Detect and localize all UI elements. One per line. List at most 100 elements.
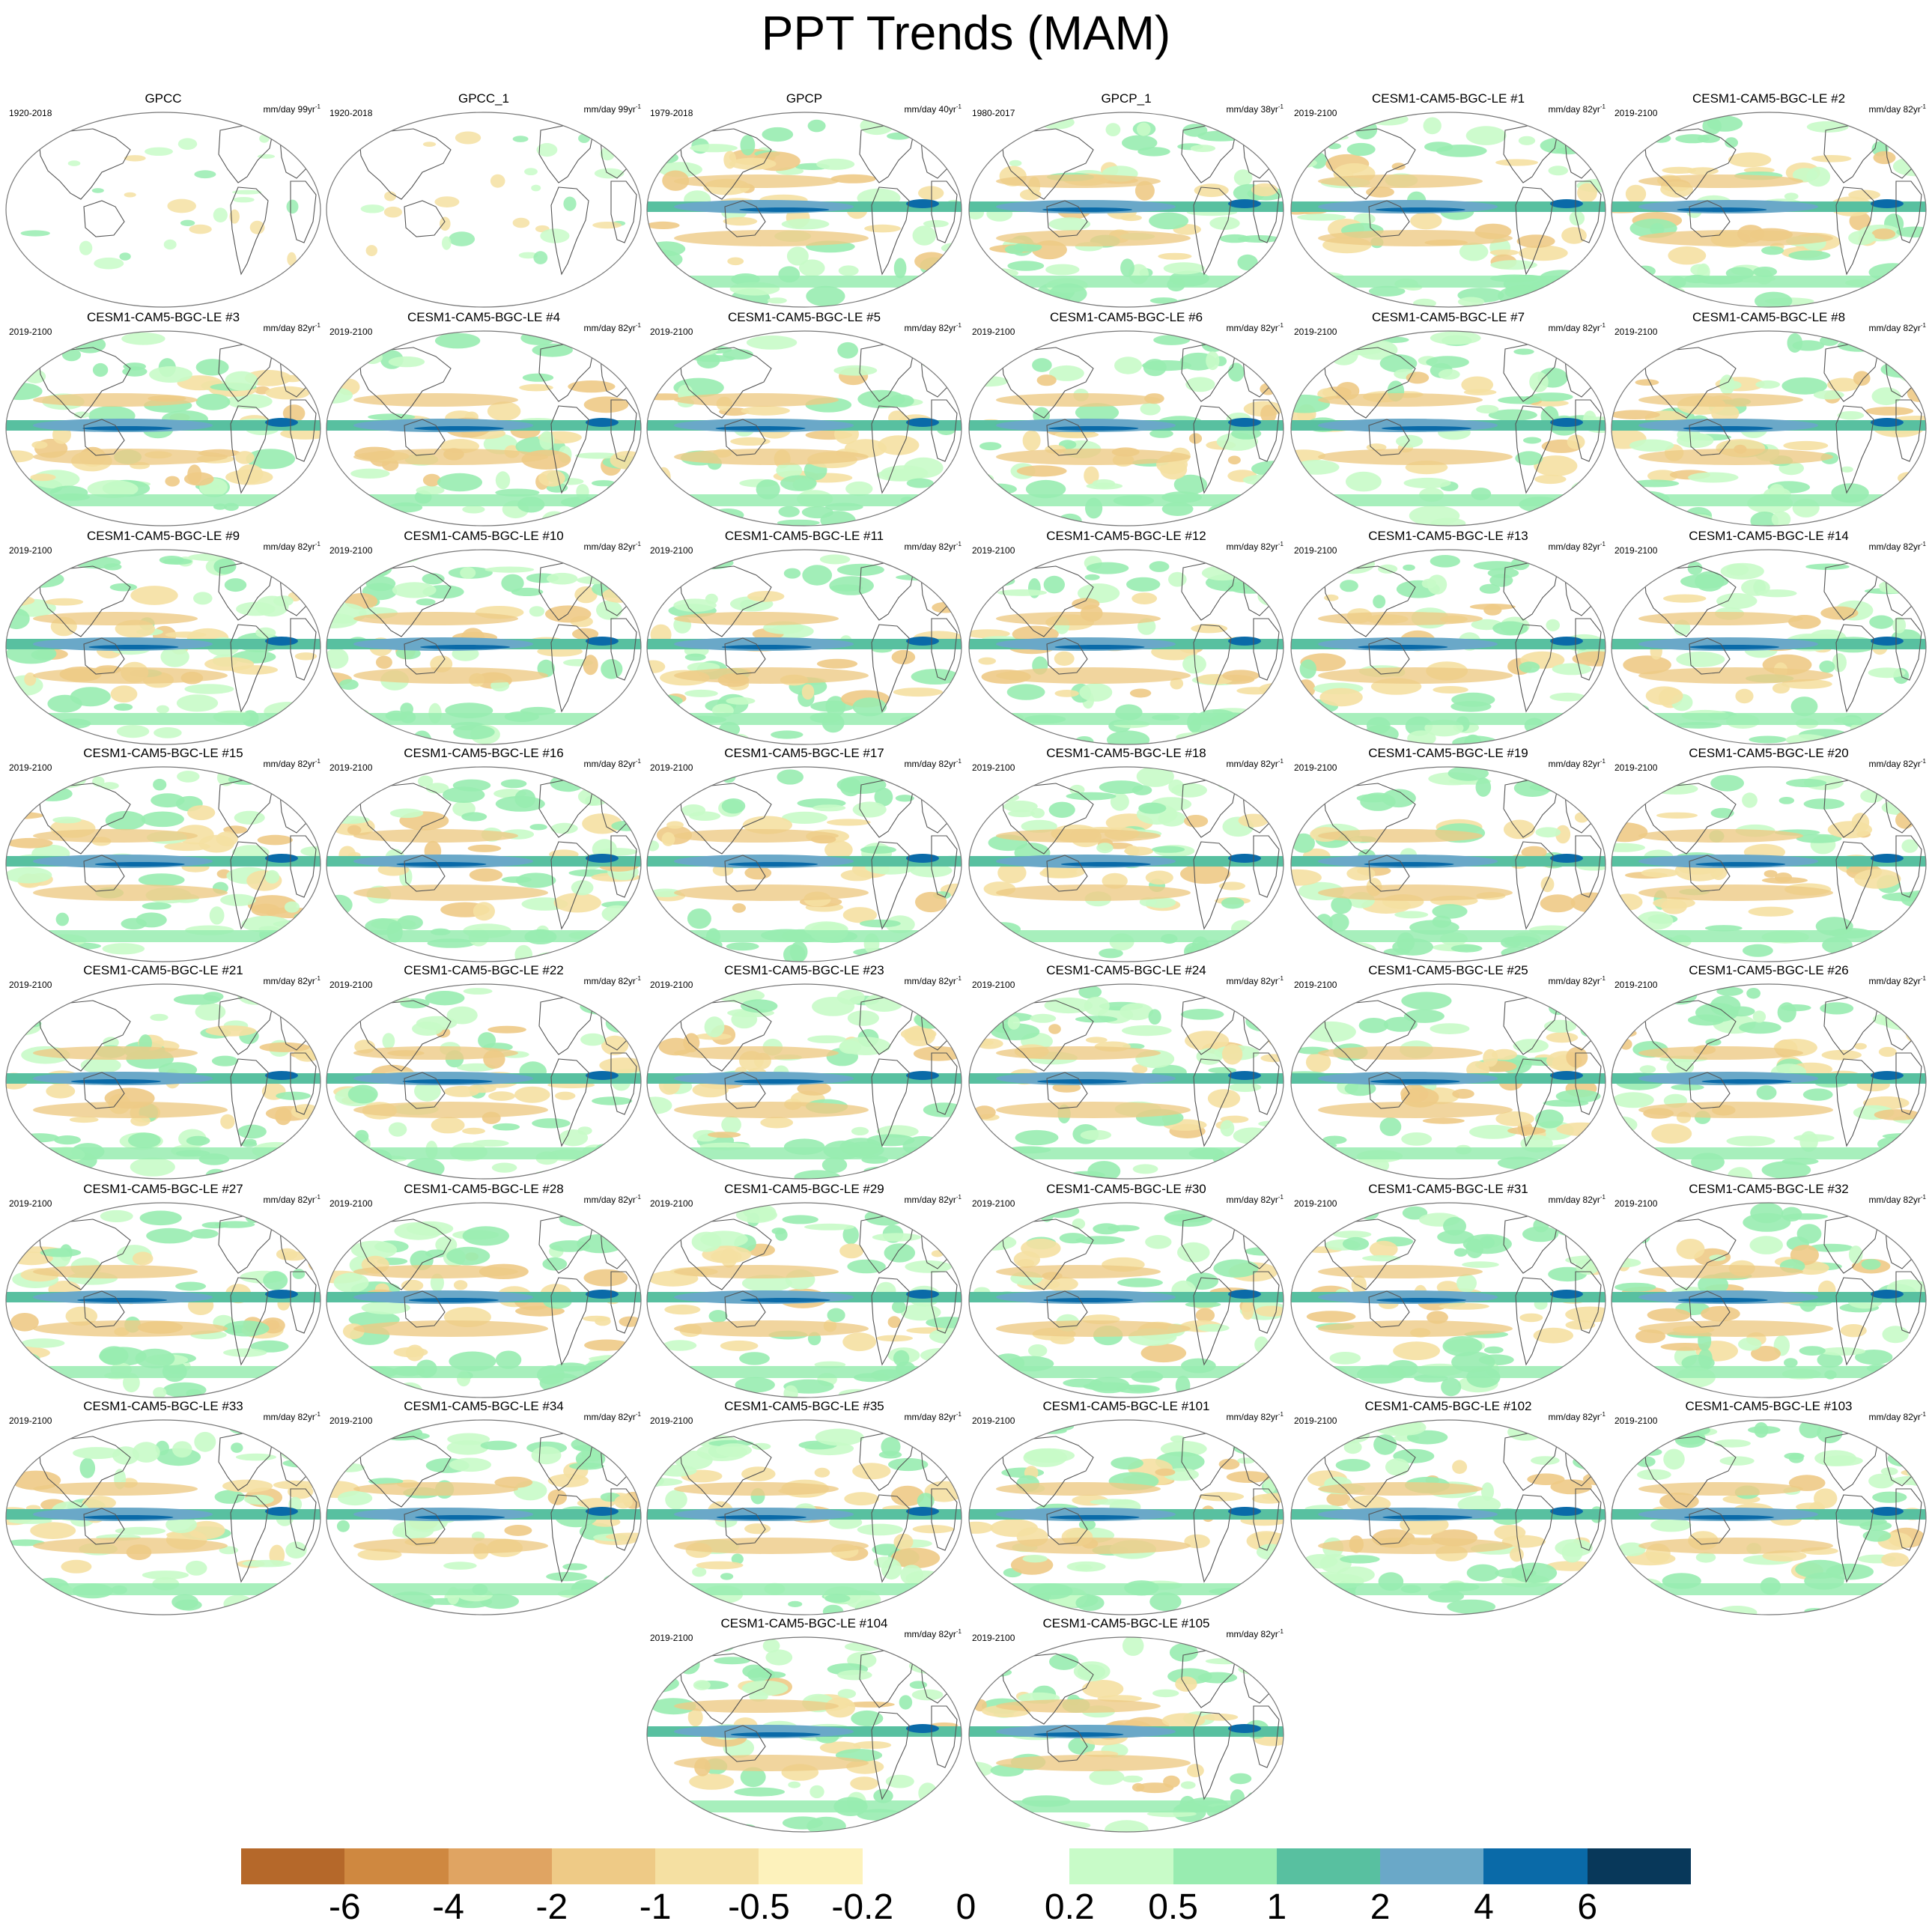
trend-patch — [250, 1340, 289, 1353]
southern-band — [647, 276, 962, 288]
trend-patch — [232, 845, 270, 860]
trend-patch — [1016, 465, 1067, 477]
map-frame — [5, 1202, 321, 1398]
trend-patch — [1170, 677, 1184, 690]
map-frame — [646, 1419, 962, 1615]
map-frame — [968, 1419, 1284, 1615]
panel-title: CESM1-CAM5-BGC-LE #22 — [404, 963, 564, 977]
atlantic-max — [265, 854, 298, 863]
trend-patch — [1465, 1238, 1484, 1258]
trend-patch — [847, 1010, 879, 1026]
trend-patch — [1871, 387, 1901, 406]
dry-band-north — [353, 829, 518, 843]
panel-units: mm/day 82yr-1 — [904, 1194, 962, 1205]
trend-patch — [6, 1159, 37, 1170]
coastline — [871, 624, 910, 713]
trend-patch — [442, 236, 452, 250]
trend-patch — [383, 206, 402, 218]
trend-patch — [283, 1210, 321, 1225]
trend-patch — [1233, 169, 1253, 186]
trend-patch — [1208, 1066, 1237, 1074]
trend-patch — [1567, 1588, 1606, 1599]
trend-patch — [531, 1446, 562, 1465]
trend-patch — [326, 1161, 359, 1171]
dry-band-south — [674, 449, 869, 465]
dry-band-south — [1318, 667, 1513, 684]
trend-patch — [969, 948, 994, 962]
trend-patch — [1003, 801, 1038, 813]
trend-patch — [1535, 1109, 1564, 1129]
map-frame — [1611, 549, 1927, 745]
coastline — [290, 618, 317, 681]
coastline — [1323, 1000, 1416, 1072]
trend-patch — [270, 1592, 294, 1611]
trend-patch — [1344, 1081, 1376, 1096]
trend-patch — [1260, 1824, 1284, 1832]
trend-patch — [381, 550, 421, 563]
trend-patch — [1149, 1592, 1182, 1612]
trend-patch — [1795, 1559, 1846, 1579]
map-panel: CESM1-CAM5-BGC-LE #10 2019-2100 mm/day 82y… — [323, 529, 644, 746]
trend-patch — [1534, 474, 1567, 485]
trend-patch — [350, 1240, 398, 1260]
trend-patch — [1297, 213, 1346, 221]
panel-title: CESM1-CAM5-BGC-LE #17 — [724, 746, 884, 760]
map-frame — [968, 1202, 1284, 1398]
panel-units: mm/day 40yr-1 — [904, 103, 962, 115]
map-panel: CESM1-CAM5-BGC-LE #30 2019-2100 mm/day 82y… — [966, 1182, 1287, 1399]
trend-patch — [24, 711, 46, 723]
trend-patch — [647, 775, 658, 788]
coastline — [404, 1508, 446, 1545]
dry-band-north — [674, 393, 839, 407]
trend-patch — [649, 1581, 692, 1602]
coastline — [1835, 405, 1874, 494]
map-frame — [326, 112, 642, 308]
panel-period: 2019-2100 — [1614, 980, 1658, 990]
trend-patch — [1122, 1637, 1144, 1657]
trend-patch — [1175, 298, 1220, 307]
trend-patch — [1257, 1785, 1277, 1804]
trend-patch — [816, 158, 855, 170]
trend-patch — [1128, 1386, 1158, 1392]
trend-patch — [1197, 130, 1245, 142]
trend-patch — [1660, 1343, 1710, 1351]
trend-patch — [17, 502, 37, 510]
trend-patch — [874, 1556, 897, 1568]
trend-patch — [1184, 942, 1203, 961]
trend-patch — [425, 991, 465, 1006]
southern-band — [647, 1147, 962, 1159]
coastline — [550, 1058, 589, 1147]
trend-patch — [422, 473, 441, 487]
coastline — [404, 1072, 446, 1109]
trend-patch — [1080, 1129, 1112, 1141]
coastline — [931, 618, 958, 681]
trend-patch — [224, 578, 247, 592]
coastline — [1644, 783, 1737, 855]
equatorial-max — [77, 1298, 168, 1302]
equatorial-max — [70, 1079, 161, 1084]
trend-patch — [1022, 1555, 1048, 1563]
trend-patch — [614, 1495, 633, 1509]
map-canvas — [5, 330, 321, 526]
panel-units: mm/day 99yr-1 — [263, 103, 321, 115]
trend-patch — [1423, 117, 1442, 135]
trend-patch — [1366, 186, 1394, 198]
map-frame — [326, 1419, 642, 1615]
trend-patch — [6, 718, 45, 730]
trend-patch — [1488, 409, 1537, 421]
coastline — [1835, 186, 1874, 276]
trend-patch — [336, 1520, 350, 1532]
trend-patch — [1782, 1213, 1828, 1220]
trend-patch — [839, 1243, 864, 1259]
equatorial-max — [1683, 426, 1773, 431]
coastline — [679, 128, 772, 200]
panel-period: 2019-2100 — [650, 1415, 693, 1426]
panel-title: CESM1-CAM5-BGC-LE #3 — [86, 310, 240, 324]
dry-band-south — [674, 1538, 869, 1554]
colorbar-box — [1483, 1848, 1588, 1884]
map-panel: CESM1-CAM5-BGC-LE #2 2019-2100 mm/day 82yr… — [1609, 91, 1929, 309]
trend-patch — [1588, 574, 1606, 589]
trend-patch — [1778, 797, 1794, 804]
coastline — [1689, 855, 1731, 892]
panel-title: CESM1-CAM5-BGC-LE #7 — [1371, 310, 1525, 324]
